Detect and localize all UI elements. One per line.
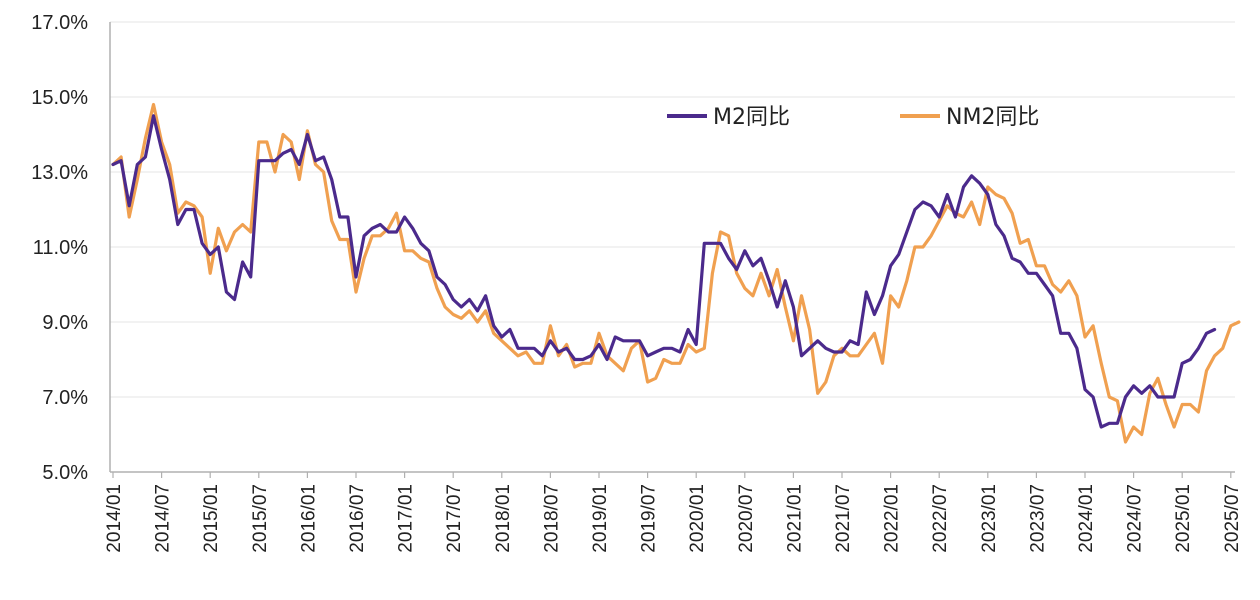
x-tick-label: 2023/07 xyxy=(1027,484,1048,553)
y-tick-label: 15.0% xyxy=(31,87,88,109)
m2-series-line xyxy=(111,114,1217,429)
x-tick-label: 2019/07 xyxy=(639,484,660,553)
x-tick-label: 2018/01 xyxy=(493,484,514,553)
nm2-series-line xyxy=(111,102,1241,444)
y-tick-label: 7.0% xyxy=(42,387,88,409)
x-tick-label: 2020/07 xyxy=(736,484,757,553)
x-tick-label: 2017/07 xyxy=(444,484,465,553)
legend-label-m2: M2同比 xyxy=(713,105,790,130)
x-tick-label: 2017/01 xyxy=(396,484,417,553)
legend: M2同比 NM2同比 xyxy=(667,105,1039,130)
x-tick-label: 2024/01 xyxy=(1076,484,1097,553)
x-tick-label: 2019/01 xyxy=(590,484,611,553)
x-axis: 2014/01 2014/07 2015/01 2015/07 2016/01 2016/… xyxy=(104,471,1243,553)
y-tick-label: 11.0% xyxy=(33,237,88,259)
x-tick-label: 2015/01 xyxy=(201,484,222,553)
x-tick-label: 2018/07 xyxy=(541,484,562,553)
x-tick-label: 2016/01 xyxy=(298,484,319,553)
legend-label-nm2: NM2同比 xyxy=(946,105,1039,130)
x-tick-label: 2015/07 xyxy=(250,484,271,553)
x-tick-label: 2024/07 xyxy=(1125,484,1146,553)
x-tick-label: 2014/01 xyxy=(104,484,125,553)
x-tick-label: 2020/01 xyxy=(687,484,708,553)
x-tick-label: 2025/07 xyxy=(1222,484,1243,553)
y-tick-label: 13.0% xyxy=(31,162,88,184)
y-tick-label: 9.0% xyxy=(42,312,88,334)
x-tick-label: 2022/07 xyxy=(930,484,951,553)
x-tick-label: 2023/01 xyxy=(979,484,1000,553)
x-tick-label: 2014/07 xyxy=(153,484,174,553)
x-tick-group: 2014/01 2014/07 2015/01 2015/07 2016/01 2016/… xyxy=(104,472,1243,553)
x-tick-label: 2016/07 xyxy=(347,484,368,553)
gridlines xyxy=(110,21,1235,398)
series-layer xyxy=(111,102,1241,444)
y-tick-label: 17.0% xyxy=(31,12,88,34)
x-tick-label: 2021/01 xyxy=(784,484,805,553)
x-tick-label: 2022/01 xyxy=(882,484,903,553)
x-tick-label: 2021/07 xyxy=(833,484,854,553)
x-tick-label: 2025/01 xyxy=(1173,484,1194,553)
y-axis: 5.0% 7.0% 9.0% 11.0% 13.0% 15.0% 17.0% xyxy=(31,12,111,484)
y-tick-label: 5.0% xyxy=(42,462,88,484)
